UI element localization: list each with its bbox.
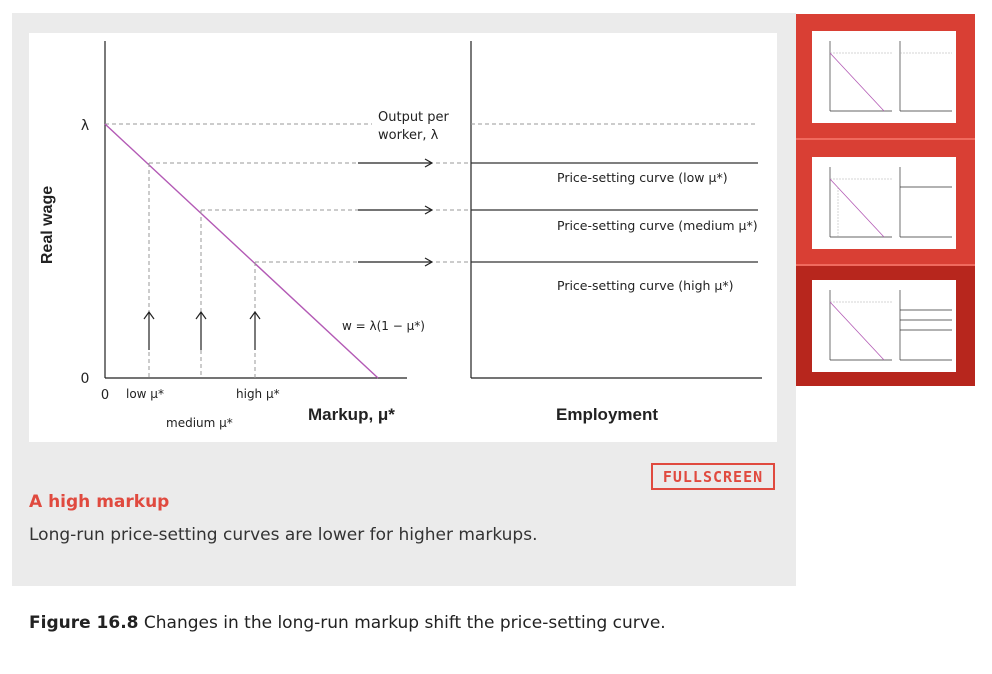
- y-axis-title: Real wage: [39, 186, 56, 264]
- wage-equation-label: w = λ(1 − μ*): [342, 319, 425, 333]
- step-title: A high markup: [29, 492, 170, 512]
- curve-label-high: Price-setting curve (high μ*): [557, 278, 734, 293]
- curve-label-medium: Price-setting curve (medium μ*): [557, 218, 758, 233]
- wage-line: [104, 123, 379, 379]
- output-label-line2: worker, λ: [378, 128, 439, 143]
- figure-canvas: Real wage λ 0 0 Output per worker, λ w =…: [29, 33, 777, 442]
- thumbnail-step-2-image: [812, 157, 956, 249]
- medium-curve-arrow-icon: [358, 205, 434, 215]
- thumbnail-separator: [796, 138, 975, 140]
- step-description: Long-run price-setting curves are lower …: [29, 525, 538, 545]
- step-thumbnails: [796, 14, 975, 386]
- zero-y-label: 0: [81, 371, 90, 387]
- low-markup-arrow-icon: [143, 310, 155, 350]
- figure-caption-label: Figure 16.8: [29, 613, 139, 633]
- thumbnail-step-1-image: [812, 31, 956, 123]
- x-axis-title: Markup, μ*: [308, 405, 395, 424]
- output-label-line1: Output per: [378, 110, 450, 125]
- right-axis-title: Employment: [556, 405, 658, 424]
- medium-markup-arrow-icon: [195, 310, 207, 350]
- zero-x-label: 0: [101, 388, 109, 403]
- high-curve-arrow-icon: [358, 257, 434, 267]
- thumbnail-separator: [796, 264, 975, 266]
- high-markup-arrow-icon: [249, 310, 261, 350]
- low-markup-label: low μ*: [126, 387, 164, 401]
- figure-caption: Figure 16.8 Changes in the long-run mark…: [29, 613, 666, 633]
- thumbnail-step-1[interactable]: [796, 14, 975, 138]
- thumbnail-step-2[interactable]: [796, 140, 975, 264]
- curve-label-low: Price-setting curve (low μ*): [557, 170, 728, 185]
- high-markup-label: high μ*: [236, 387, 280, 401]
- low-curve-arrow-icon: [358, 158, 434, 168]
- lambda-label: λ: [81, 118, 89, 134]
- figure-caption-text: Changes in the long-run markup shift the…: [138, 613, 666, 633]
- thumbnail-step-3[interactable]: [796, 266, 975, 386]
- medium-markup-label: medium μ*: [166, 416, 233, 430]
- thumbnail-step-3-image: [812, 280, 956, 372]
- fullscreen-button[interactable]: FULLSCREEN: [651, 463, 775, 490]
